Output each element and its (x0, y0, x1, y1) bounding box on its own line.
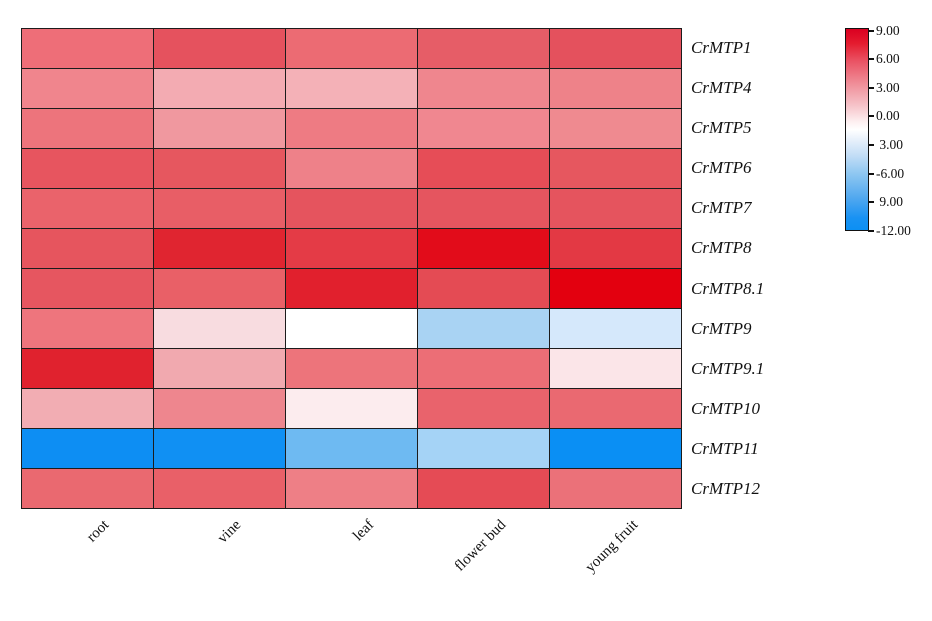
heatmap-cell (154, 109, 286, 149)
gene-row-label: CrMTP1 (691, 38, 752, 58)
heatmap-grid (21, 28, 682, 509)
heatmap-cell (550, 109, 682, 149)
gene-row-label: CrMTP5 (691, 118, 752, 138)
heatmap-cell (550, 229, 682, 269)
tissue-col-label: flower bud (451, 517, 510, 575)
tissue-col-label: leaf (349, 517, 377, 545)
heatmap-cell (550, 189, 682, 229)
tissue-col-label: young fruit (582, 517, 642, 576)
heatmap-cell (154, 349, 286, 389)
heatmap-cell (286, 469, 418, 509)
tissue-col-label: vine (215, 517, 245, 547)
heatmap-cell (154, 189, 286, 229)
gene-row-label: CrMTP10 (691, 398, 760, 418)
heatmap-cell (286, 189, 418, 229)
heatmap-cell (22, 29, 154, 69)
heatmap-cell (22, 109, 154, 149)
heatmap-cell (418, 149, 550, 189)
heatmap-cell (418, 309, 550, 349)
colorbar-tick-label: -12.00 (876, 222, 911, 238)
heatmap-cell (22, 149, 154, 189)
heatmap-cell (22, 469, 154, 509)
gene-row-label: CrMTP11 (691, 438, 759, 458)
heatmap-cell (154, 429, 286, 469)
heatmap-cell (286, 109, 418, 149)
colorbar-tick-mark (868, 115, 874, 118)
heatmap-cell (550, 29, 682, 69)
heatmap-cell (154, 229, 286, 269)
heatmap-cell (154, 469, 286, 509)
colorbar-tick-label: 0.00 (876, 108, 900, 124)
heatmap-cell (418, 29, 550, 69)
heatmap-cell (22, 269, 154, 309)
heatmap-cell (286, 349, 418, 389)
heatmap-cell (418, 109, 550, 149)
heatmap-cell (286, 29, 418, 69)
heatmap-cell (550, 429, 682, 469)
heatmap-cell (22, 389, 154, 429)
tissue-col-label: root (84, 517, 113, 546)
heatmap-cell (22, 189, 154, 229)
colorbar-gradient (845, 28, 869, 231)
heatmap-cell (154, 69, 286, 109)
heatmap-cell (154, 309, 286, 349)
heatmap-cell (286, 229, 418, 269)
heatmap-cell (286, 429, 418, 469)
heatmap-cell (154, 269, 286, 309)
colorbar-tick-mark (868, 229, 874, 232)
heatmap-cell (550, 69, 682, 109)
colorbar-tick-mark (868, 86, 874, 89)
colorbar-tick-label: 9.00 (876, 22, 900, 38)
heatmap-cell (286, 69, 418, 109)
colorbar-tick-label: 6.00 (876, 51, 900, 67)
colorbar-tick-label: 3.00 (876, 79, 900, 95)
heatmap-cell (550, 389, 682, 429)
heatmap-cell (418, 389, 550, 429)
heatmap-cell (550, 149, 682, 189)
gene-row-label: CrMTP8 (691, 238, 752, 258)
heatmap-cell (286, 269, 418, 309)
gene-row-label: CrMTP8.1 (691, 278, 765, 298)
gene-row-label: CrMTP6 (691, 158, 752, 178)
heatmap-cell (418, 69, 550, 109)
colorbar-tick-mark (868, 58, 874, 61)
heatmap-cell (22, 429, 154, 469)
heatmap-cell (286, 309, 418, 349)
heatmap-cell (550, 309, 682, 349)
gene-row-label: CrMTP9 (691, 318, 752, 338)
heatmap-cell (22, 349, 154, 389)
heatmap-cell (22, 229, 154, 269)
gene-row-label: CrMTP12 (691, 478, 760, 498)
heatmap-cell (418, 469, 550, 509)
heatmap-cell (286, 149, 418, 189)
heatmap-cell (418, 189, 550, 229)
heatmap-cell (550, 349, 682, 389)
heatmap-cell (418, 349, 550, 389)
gene-row-label: CrMTP4 (691, 78, 752, 98)
colorbar-tick-mark (868, 144, 874, 147)
colorbar-tick-mark (868, 172, 874, 175)
colorbar-tick-label: 3.00 (876, 137, 903, 153)
colorbar-tick-label: -6.00 (876, 165, 905, 181)
heatmap-cell (418, 229, 550, 269)
heatmap-cell (154, 149, 286, 189)
heatmap-cell (418, 429, 550, 469)
heatmap-cell (154, 389, 286, 429)
colorbar-tick-label: 9.00 (876, 194, 903, 210)
heatmap-cell (418, 269, 550, 309)
gene-row-label: CrMTP9.1 (691, 358, 765, 378)
heatmap-cell (286, 389, 418, 429)
colorbar-tick-mark (868, 201, 874, 204)
heatmap-cell (22, 69, 154, 109)
heatmap-cell (550, 269, 682, 309)
heatmap-cell (550, 469, 682, 509)
heatmap-cell (154, 29, 286, 69)
colorbar-tick-mark (868, 29, 874, 32)
heatmap-cell (22, 309, 154, 349)
gene-row-label: CrMTP7 (691, 198, 752, 218)
